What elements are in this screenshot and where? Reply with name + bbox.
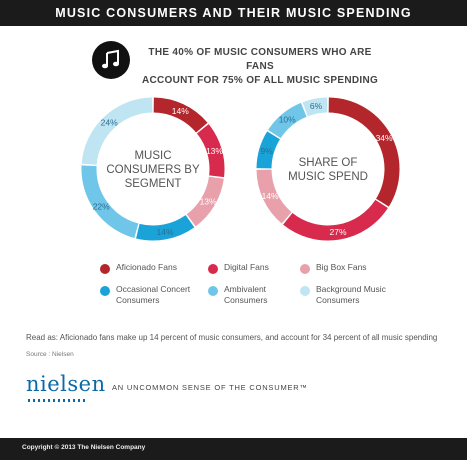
headline-line-1: THE 40% OF MUSIC CONSUMERS WHO ARE FANS bbox=[148, 47, 372, 72]
slice-label-1: 14% bbox=[172, 106, 189, 116]
copyright-text: Copyright © 2013 The Nielsen Company bbox=[22, 444, 146, 451]
donut-consumers-by-segment: 14% 13% 13% 14% 22% 24% MUSIC CONSUMERS BY SEGME… bbox=[81, 97, 225, 241]
slice-label-6: 24% bbox=[101, 117, 118, 127]
donut-slice-3 bbox=[186, 176, 224, 227]
donut-share-of-spend: 34% 27% 14% 9% 10% 6% SHARE OF MUSIC SPEND bbox=[256, 97, 400, 241]
headline: THE 40% OF MUSIC CONSUMERS WHO ARE FANS … bbox=[140, 46, 380, 88]
legend-swatch bbox=[100, 286, 110, 296]
legend-item-4: Occasional Concert Consumers bbox=[100, 284, 200, 306]
music-note-icon bbox=[92, 41, 130, 79]
donut-slice-2 bbox=[196, 124, 225, 178]
donut-slice-2 bbox=[283, 199, 388, 241]
slice-label-5: 22% bbox=[93, 202, 110, 212]
slice-label-4: 14% bbox=[156, 227, 173, 237]
legend-swatch bbox=[300, 264, 310, 274]
donut-charts: 14% 13% 13% 14% 22% 24% MUSIC CONSUMERS BY SEGME… bbox=[81, 97, 400, 241]
legend-swatch bbox=[300, 286, 310, 296]
slice-label-2: 13% bbox=[206, 146, 223, 156]
donut-slice-1 bbox=[153, 97, 208, 133]
legend-label: Ambivalent Consumers bbox=[224, 284, 268, 305]
slice-label-4: 9% bbox=[260, 146, 273, 156]
nielsen-logo: nielsen bbox=[26, 372, 106, 396]
legend-label: Background Music Consumers bbox=[316, 284, 386, 305]
headline-line-2: ACCOUNT FOR 75% OF ALL MUSIC SPENDING bbox=[141, 75, 379, 86]
donut-slice-4 bbox=[256, 131, 281, 169]
legend-item-2: Digital Fans bbox=[208, 262, 308, 274]
donut-slice-3 bbox=[256, 169, 292, 224]
slice-label-3: 14% bbox=[262, 191, 279, 201]
banner-title: MUSIC CONSUMERS AND THEIR MUSIC SPENDING bbox=[55, 6, 412, 20]
top-banner: MUSIC CONSUMERS AND THEIR MUSIC SPENDING bbox=[0, 0, 467, 26]
logo-dots bbox=[28, 399, 86, 402]
legend-label: Occasional Concert Consumers bbox=[116, 284, 191, 305]
chart-title-line-1: MUSIC bbox=[134, 150, 171, 162]
legend-item-1: Aficionado Fans bbox=[100, 262, 200, 274]
legend-swatch bbox=[208, 264, 218, 274]
legend-label: Digital Fans bbox=[224, 262, 269, 272]
donut-slice-5 bbox=[81, 165, 139, 239]
donut-slice-1 bbox=[328, 97, 400, 207]
legend-item-5: Ambivalent Consumers bbox=[208, 284, 308, 306]
donut-slice-4 bbox=[136, 214, 195, 241]
donut-slice-6 bbox=[81, 97, 153, 166]
read-as-note: Read as: Aficionado fans make up 14 perc… bbox=[26, 333, 438, 342]
legend-label: Big Box Fans bbox=[316, 262, 367, 272]
donut-slice-5 bbox=[268, 102, 307, 139]
legend-swatch bbox=[208, 286, 218, 296]
slice-label-2: 27% bbox=[330, 227, 347, 237]
legend-item-6: Background Music Consumers bbox=[300, 284, 400, 306]
chart-title-line-2: MUSIC SPEND bbox=[288, 171, 368, 183]
slice-label-5: 10% bbox=[279, 115, 296, 125]
source-note: Source : Nielsen bbox=[26, 351, 74, 358]
slice-label-3: 13% bbox=[200, 197, 217, 207]
tagline: AN UNCOMMON SENSE OF THE CONSUMER™ bbox=[112, 383, 308, 392]
chart-title-line-3: SEGMENT bbox=[125, 178, 182, 190]
legend-label: Aficionado Fans bbox=[116, 262, 177, 272]
slice-label-1: 34% bbox=[376, 133, 393, 143]
donut-slice-6 bbox=[302, 97, 328, 117]
footer-bar: Copyright © 2013 The Nielsen Company bbox=[0, 438, 467, 460]
chart-title-line-1: SHARE OF bbox=[299, 157, 358, 169]
legend-item-3: Big Box Fans bbox=[300, 262, 400, 274]
legend-swatch bbox=[100, 264, 110, 274]
chart-title-line-2: CONSUMERS BY bbox=[106, 164, 200, 176]
slice-label-6: 6% bbox=[310, 101, 323, 111]
